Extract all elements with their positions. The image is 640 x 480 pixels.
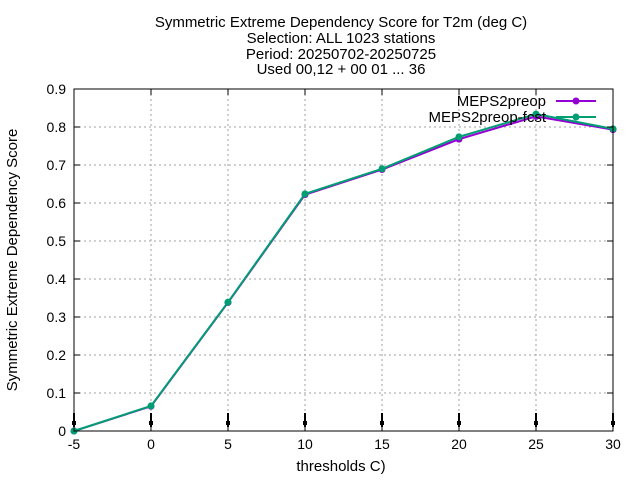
- series-point: [301, 190, 309, 198]
- threshold-marker-dot: [534, 421, 538, 425]
- title-line-1: Symmetric Extreme Dependency Score for T…: [155, 14, 527, 31]
- y-tick-label: 0.1: [47, 385, 67, 401]
- threshold-markers: [72, 413, 615, 427]
- threshold-marker-dot: [226, 421, 230, 425]
- x-tick-label: -5: [68, 436, 81, 452]
- y-tick-label: 0.5: [47, 233, 67, 249]
- legend-marker: [572, 97, 580, 105]
- x-axis-ticks: -5 0 5 10 15 20 25 30: [68, 89, 621, 452]
- grid: [74, 89, 613, 431]
- series-point: [455, 133, 463, 141]
- series-line: [73, 113, 614, 432]
- threshold-marker-dot: [303, 421, 307, 425]
- series-point: [378, 165, 386, 173]
- series-group: [70, 110, 617, 435]
- x-tick-label: 10: [297, 436, 313, 452]
- series-point: [224, 298, 232, 306]
- y-tick-label: 0.9: [47, 81, 67, 97]
- legend-label: MEPS2preop-fcst: [428, 109, 546, 126]
- title-line-2: Selection: ALL 1023 stations: [247, 30, 436, 47]
- x-tick-label: 15: [374, 436, 390, 452]
- y-axis-ticks: 0 0.1 0.2 0.3 0.4 0.5 0.6 0.7 0.8 0.9: [47, 81, 613, 439]
- x-tick-label: 20: [451, 436, 467, 452]
- chart-title: Symmetric Extreme Dependency Score for T…: [155, 14, 527, 78]
- y-tick-label: 0.4: [47, 271, 67, 287]
- x-tick-label: 25: [528, 436, 544, 452]
- title-line-3: Period: 20250702-20250725: [246, 46, 436, 63]
- title-line-4: Used 00,12 + 00 01 ... 36: [257, 61, 426, 78]
- x-tick-label: 30: [605, 436, 621, 452]
- y-tick-label: 0.2: [47, 347, 67, 363]
- y-axis-label: Symmetric Extreme Dependency Score: [4, 129, 21, 392]
- series-point: [147, 402, 155, 410]
- x-tick-label: 0: [147, 436, 155, 452]
- series-line: [73, 115, 614, 432]
- plot-frame: [73, 88, 614, 432]
- threshold-marker-dot: [457, 421, 461, 425]
- y-tick-label: 0.7: [47, 157, 67, 173]
- y-tick-label: 0: [58, 423, 66, 439]
- series-point: [532, 110, 540, 118]
- y-tick-label: 0.8: [47, 119, 67, 135]
- legend-marker: [572, 113, 580, 121]
- x-axis-label: thresholds C): [296, 458, 385, 475]
- x-tick-label: 5: [224, 436, 232, 452]
- threshold-marker-dot: [380, 421, 384, 425]
- legend-label: MEPS2preop: [457, 93, 546, 110]
- y-tick-label: 0.3: [47, 309, 67, 325]
- y-tick-label: 0.6: [47, 195, 67, 211]
- threshold-marker-dot: [149, 421, 153, 425]
